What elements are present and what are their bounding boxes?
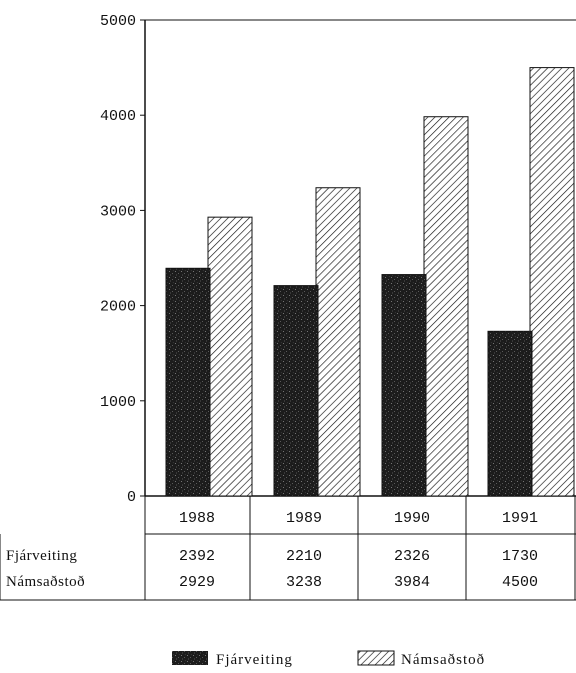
category-label: 1989	[286, 510, 322, 527]
table-cell: 2326	[394, 548, 430, 565]
table-cell: 3238	[286, 574, 322, 591]
y-axis-ticks: 0 1000 2000 3000 4000 5000	[100, 13, 145, 506]
table-cell: 2210	[286, 548, 322, 565]
y-tick-label: 0	[127, 489, 136, 506]
bar-namsadstod	[207, 216, 253, 497]
bar-namsadstod	[315, 187, 361, 497]
legend: Fjárveiting Námsaðstoð	[172, 650, 485, 668]
bar-fjarveiting	[381, 274, 427, 497]
bar-fjarveiting	[165, 267, 211, 497]
legend-label-namsadstod: Námsaðstoð	[401, 652, 485, 668]
table-cell: 1730	[502, 548, 538, 565]
y-tick-label: 2000	[100, 299, 136, 316]
y-tick-label: 5000	[100, 13, 136, 30]
table-cell: 3984	[394, 574, 430, 591]
legend-swatch-namsadstod	[357, 650, 395, 666]
legend-swatch-fjarveiting	[172, 651, 208, 665]
table-row-label-namsadstod: Námsaðstoð	[6, 574, 85, 590]
table-cell: 2929	[179, 574, 215, 591]
table-row-label-fjarveiting: Fjárveiting	[6, 548, 77, 564]
category-label: 1991	[502, 510, 538, 527]
table-cell: 4500	[502, 574, 538, 591]
bar-namsadstod	[423, 116, 469, 497]
data-table: 1988 1989 1990 1991 Fjárveiting Námsaðst…	[0, 496, 576, 601]
bar-fjarveiting	[273, 285, 319, 497]
y-tick-label: 3000	[100, 203, 136, 220]
bar-namsadstod	[529, 67, 575, 497]
bar-fjarveiting	[487, 330, 533, 497]
category-label: 1988	[179, 510, 215, 527]
y-tick-label: 4000	[100, 108, 136, 125]
legend-label-fjarveiting: Fjárveiting	[216, 652, 293, 668]
y-tick-label: 1000	[100, 394, 136, 411]
table-cell: 2392	[179, 548, 215, 565]
category-label: 1990	[394, 510, 430, 527]
bars	[165, 67, 575, 497]
